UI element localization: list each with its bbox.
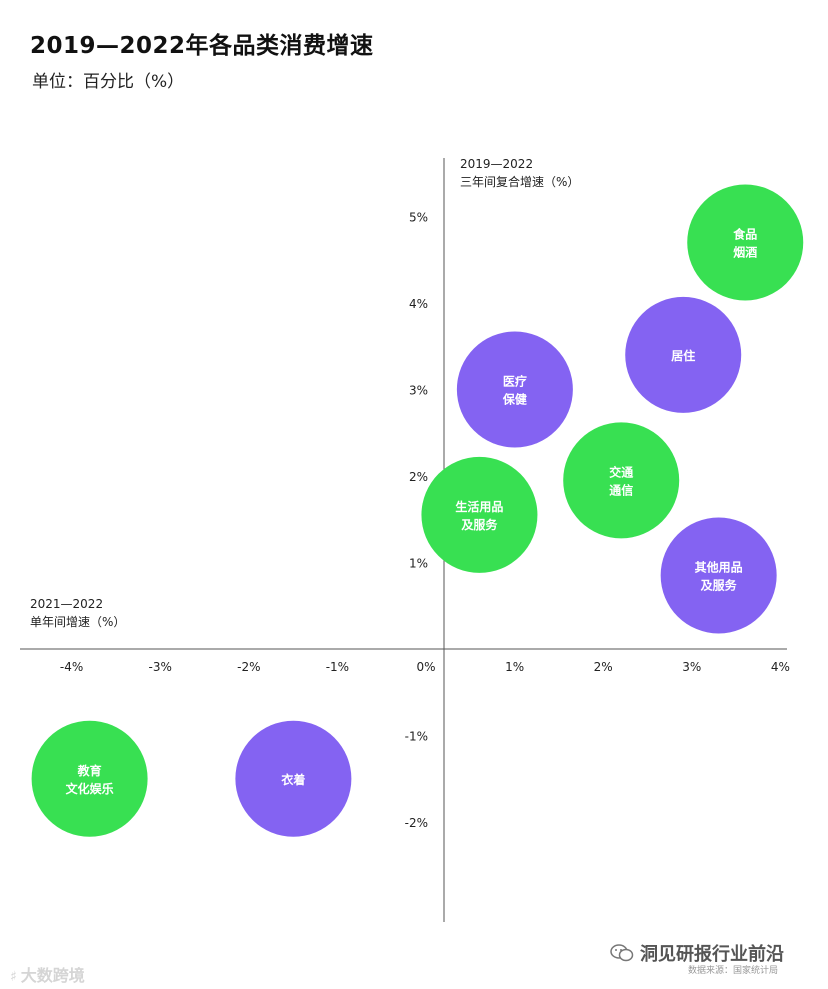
y-axis-ticks: 5% 4% 3% 2% 1% -1% -2% xyxy=(405,211,428,831)
bubble-label: 食品 xyxy=(732,226,757,241)
bubble-label: 生活用品 xyxy=(455,499,503,514)
wechat-account-name: 洞见研报行业前沿 xyxy=(640,944,784,965)
x-tick-label: -4% xyxy=(60,660,83,674)
watermark-icon: ♯ xyxy=(10,969,17,985)
bubble-circle xyxy=(456,331,573,448)
bubble-circle xyxy=(235,720,352,837)
bubble-circle xyxy=(421,456,538,573)
wechat-account: 洞见研报行业前沿 xyxy=(610,940,784,966)
x-tick-label: 3% xyxy=(682,660,701,674)
bubble-circle xyxy=(625,296,742,413)
bubble-circle xyxy=(31,720,148,837)
y-tick-label: -1% xyxy=(405,730,428,744)
bubble-label: 教育 xyxy=(77,763,102,778)
axis-titles: 2019—2022 三年间复合增速（%） 2021—2022 单年间增速（%） xyxy=(30,157,579,629)
watermark-text: 大数跨境 xyxy=(20,966,85,985)
bubble: 居住 xyxy=(625,296,742,413)
bubble-label: 其他用品 xyxy=(695,559,743,574)
x-axis-title: 单年间增速（%） xyxy=(30,615,125,629)
y-tick-label: 1% xyxy=(409,557,428,571)
bubble-label: 交通 xyxy=(609,464,633,479)
chart-subtitle: 单位：百分比（%） xyxy=(32,72,185,92)
y-axis-title: 三年间复合增速（%） xyxy=(460,174,579,189)
bubble-label: 烟酒 xyxy=(733,245,757,259)
bubble-circle xyxy=(687,184,804,301)
x-tick-label: 1% xyxy=(505,660,524,674)
y-tick-label: 2% xyxy=(409,470,428,484)
bubble-label: 衣着 xyxy=(281,772,305,787)
bubble-label: 通信 xyxy=(609,482,633,497)
bubble-label: 医疗 xyxy=(503,374,527,389)
x-tick-label: 0% xyxy=(416,660,435,674)
wechat-icon xyxy=(610,944,634,962)
chart-title: 2019—2022年各品类消费增速 xyxy=(30,33,374,59)
watermark: ♯ 大数跨境 xyxy=(10,962,85,986)
x-tick-label: 2% xyxy=(594,660,613,674)
bubble-label: 居住 xyxy=(671,348,695,363)
y-tick-label: 3% xyxy=(409,384,428,398)
bubble: 衣着 xyxy=(235,720,352,837)
bubble-label: 及服务 xyxy=(701,577,738,592)
y-axis-title: 2019—2022 xyxy=(460,157,533,171)
bubble-circle xyxy=(660,517,777,634)
y-tick-label: -2% xyxy=(405,816,428,830)
bubble-label: 保健 xyxy=(502,392,528,407)
bubble-circle xyxy=(563,422,680,539)
x-axis-title: 2021—2022 xyxy=(30,597,103,611)
y-tick-label: 4% xyxy=(409,297,428,311)
x-tick-label: -1% xyxy=(326,660,349,674)
bubble-label: 及服务 xyxy=(461,517,498,532)
bubble-label: 文化娱乐 xyxy=(66,781,114,796)
x-tick-label: -3% xyxy=(149,660,172,674)
x-tick-label: 4% xyxy=(771,660,790,674)
x-tick-label: -2% xyxy=(237,660,260,674)
data-source: 数据来源：国家统计局 xyxy=(688,966,779,976)
y-tick-label: 5% xyxy=(409,211,428,225)
x-axis-ticks: -4% -3% -2% -1% 0% 1% 2% 3% 4% xyxy=(60,660,790,674)
